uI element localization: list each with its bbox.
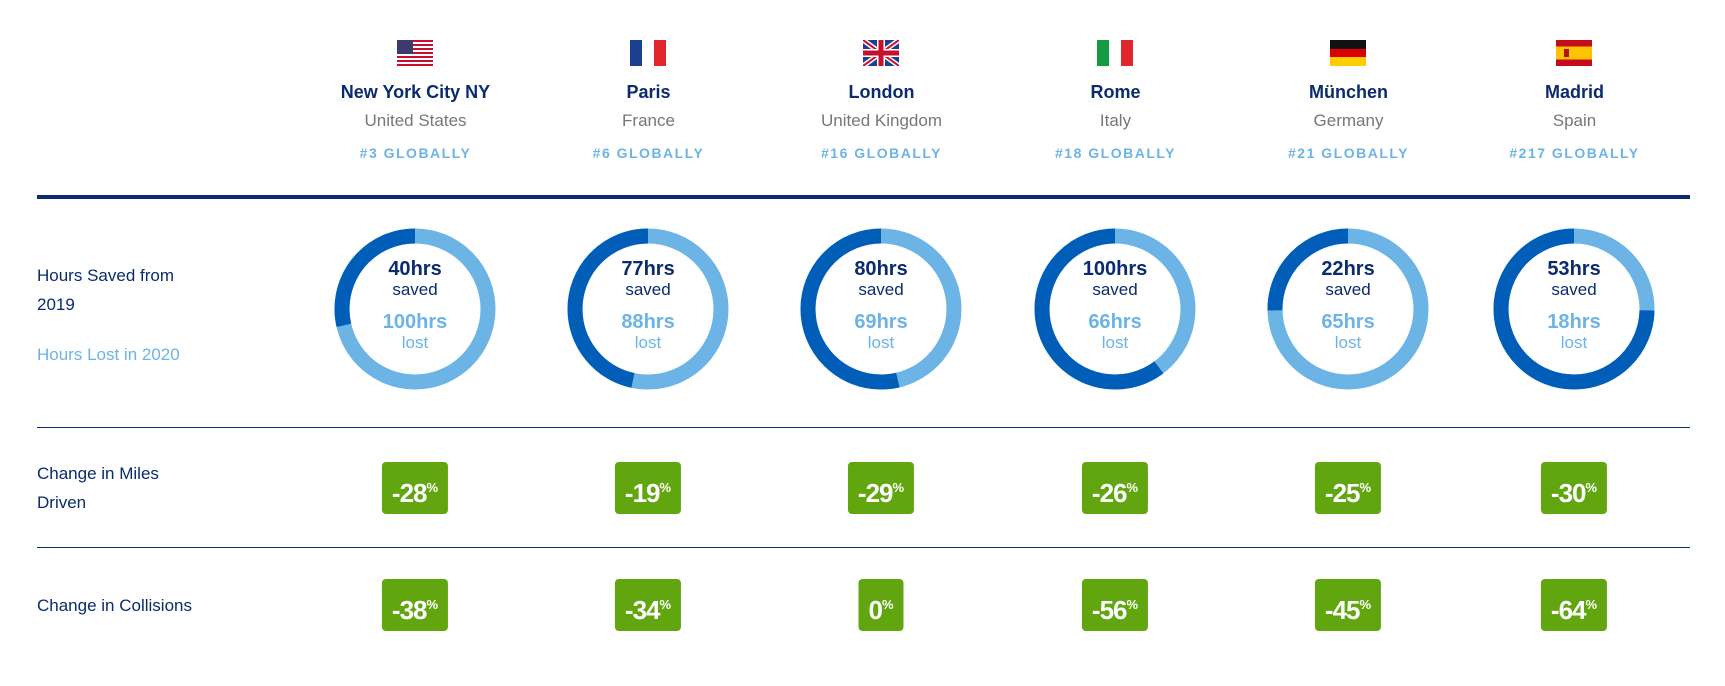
collisions-change-badge: -38% [381, 579, 449, 631]
global-rank: #6 GLOBALLY [592, 145, 705, 161]
hours-lost-value: 88hrs [621, 311, 675, 333]
saved-arc [1493, 228, 1655, 390]
hours-donut [567, 228, 729, 390]
us-flag-icon [397, 40, 433, 66]
collisions-change-badge: -45% [1314, 579, 1382, 631]
spain-flag-icon [1556, 40, 1592, 66]
hours-lost-value: 100hrs [382, 311, 448, 333]
hours-donut [1267, 228, 1429, 390]
saved-caption: saved [1551, 280, 1597, 299]
hours-saved-value: 100hrs [1082, 258, 1148, 280]
collisions-change-badge: -56% [1081, 579, 1149, 631]
saved-arc [1034, 228, 1196, 390]
hours-donut [800, 228, 962, 390]
saved-arc [1267, 228, 1429, 390]
miles-change-badge: -19% [614, 462, 682, 514]
saved-arc [800, 228, 962, 390]
collisions-change-badge: -64% [1540, 579, 1608, 631]
collisions-change-badge: -34% [614, 579, 682, 631]
global-rank: #16 GLOBALLY [821, 145, 942, 161]
country-name: United States [364, 111, 467, 130]
country-name: United Kingdom [821, 111, 942, 130]
city-name: Rome [1090, 82, 1141, 102]
country-name: Italy [1099, 111, 1132, 130]
hours-donut [1493, 228, 1655, 390]
saved-caption: saved [1325, 280, 1371, 299]
country-name: Germany [1313, 111, 1384, 130]
lost-caption: lost [401, 333, 429, 352]
miles-change-badge: -30% [1540, 462, 1608, 514]
hours-saved-value: 22hrs [1321, 258, 1375, 280]
miles-change-badge: -29% [847, 462, 915, 514]
saved-arc [334, 228, 496, 390]
saved-caption: saved [1092, 280, 1138, 299]
global-rank: #21 GLOBALLY [1288, 145, 1409, 161]
lost-caption: lost [634, 333, 662, 352]
saved-arc [567, 228, 729, 390]
city-name: London [848, 82, 915, 102]
miles-change-badge: -28% [381, 462, 449, 514]
germany-flag-icon [1330, 40, 1366, 66]
lost-caption: lost [867, 333, 895, 352]
country-name: Spain [1552, 111, 1597, 130]
saved-caption: saved [625, 280, 671, 299]
collisions-change-badge: 0% [858, 579, 904, 631]
italy-flag-icon [1097, 40, 1133, 66]
city-name: München [1309, 82, 1388, 102]
hours-saved-value: 80hrs [854, 258, 908, 280]
hours-saved-value: 40hrs [388, 258, 442, 280]
collisions-label: Change in Collisions [37, 596, 192, 615]
lost-caption: lost [1101, 333, 1129, 352]
hours-donut [1034, 228, 1196, 390]
row-divider [37, 427, 1690, 428]
miles-change-badge: -25% [1314, 462, 1382, 514]
global-rank: #18 GLOBALLY [1055, 145, 1176, 161]
city-name: New York City NY [340, 82, 491, 102]
hours-saved-value: 77hrs [621, 258, 675, 280]
miles-driven-label: Change in Miles Driven [37, 464, 159, 512]
lost-caption: lost [1334, 333, 1362, 352]
uk-flag-icon [863, 40, 899, 66]
city-name: Madrid [1544, 82, 1604, 102]
row-divider [37, 547, 1690, 548]
hours-lost-value: 18hrs [1547, 311, 1601, 333]
hours-lost-label: Hours Lost in 2020 [37, 345, 180, 364]
hours-saved-value: 53hrs [1547, 258, 1601, 280]
global-rank: #217 GLOBALLY [1509, 145, 1640, 161]
lost-caption: lost [1560, 333, 1588, 352]
france-flag-icon [630, 40, 666, 66]
hours-lost-value: 69hrs [854, 311, 908, 333]
header-divider [37, 195, 1690, 199]
hours-donut [334, 228, 496, 390]
saved-caption: saved [858, 280, 904, 299]
saved-caption: saved [392, 280, 438, 299]
country-name: France [622, 111, 675, 130]
hours-lost-value: 66hrs [1088, 311, 1142, 333]
city-name: Paris [626, 82, 671, 102]
miles-change-badge: -26% [1081, 462, 1149, 514]
hours-lost-value: 65hrs [1321, 311, 1375, 333]
hours-saved-label: Hours Saved from 2019 [37, 266, 174, 314]
global-rank: #3 GLOBALLY [359, 145, 472, 161]
